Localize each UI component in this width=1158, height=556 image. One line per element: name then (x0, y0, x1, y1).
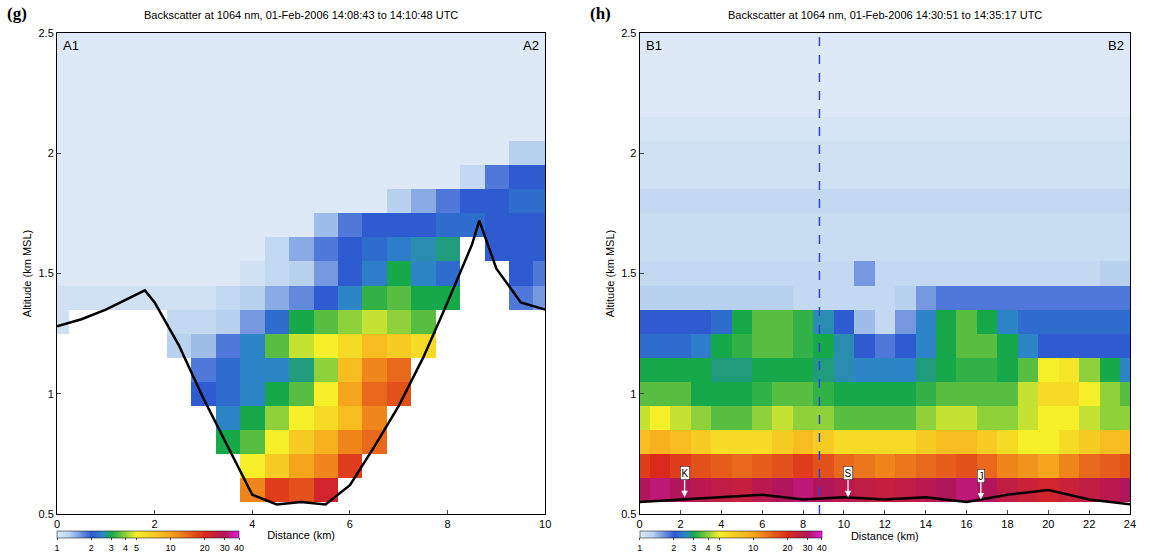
svg-text:30: 30 (802, 543, 812, 553)
svg-text:12: 12 (879, 518, 891, 530)
svg-text:2: 2 (89, 543, 94, 553)
svg-text:10: 10 (539, 518, 551, 530)
svg-text:(g): (g) (7, 4, 27, 23)
svg-text:40: 40 (234, 543, 244, 553)
svg-text:8: 8 (800, 518, 806, 530)
svg-text:2: 2 (152, 518, 158, 530)
svg-text:6: 6 (347, 518, 353, 530)
svg-text:1.5: 1.5 (39, 267, 54, 279)
svg-text:0: 0 (637, 518, 643, 530)
svg-text:Altitude (km MSL): Altitude (km MSL) (604, 230, 616, 317)
svg-text:4: 4 (706, 543, 711, 553)
svg-text:20: 20 (1042, 518, 1054, 530)
svg-text:Backscatter at 1064 nm, 01-Feb: Backscatter at 1064 nm, 01-Feb-2006 14:0… (144, 9, 458, 21)
svg-text:B1: B1 (646, 38, 662, 53)
svg-text:30: 30 (220, 543, 230, 553)
svg-text:10: 10 (838, 518, 850, 530)
svg-text:(h): (h) (590, 4, 611, 23)
svg-text:Distance (km): Distance (km) (851, 530, 919, 542)
svg-text:Altitude (km MSL): Altitude (km MSL) (21, 230, 33, 317)
svg-text:2: 2 (671, 543, 676, 553)
svg-text:1.5: 1.5 (621, 267, 636, 279)
svg-text:Backscatter at 1064 nm, 01-Feb: Backscatter at 1064 nm, 01-Feb-2006 14:3… (728, 9, 1042, 21)
svg-text:22: 22 (1083, 518, 1095, 530)
svg-text:6: 6 (759, 518, 765, 530)
svg-text:16: 16 (960, 518, 972, 530)
svg-text:0.5: 0.5 (621, 508, 636, 520)
svg-text:K: K (682, 468, 689, 479)
svg-text:3: 3 (109, 543, 114, 553)
svg-text:10: 10 (748, 543, 758, 553)
svg-text:0: 0 (54, 518, 60, 530)
svg-text:2: 2 (48, 147, 54, 159)
svg-text:18: 18 (1001, 518, 1013, 530)
svg-text:Distance (km): Distance (km) (267, 529, 335, 541)
svg-text:2.5: 2.5 (621, 27, 636, 39)
svg-text:2.5: 2.5 (39, 27, 54, 39)
svg-text:J: J (979, 471, 984, 482)
svg-text:5: 5 (717, 543, 722, 553)
svg-text:4: 4 (249, 518, 255, 530)
svg-text:2: 2 (677, 518, 683, 530)
svg-text:4: 4 (718, 518, 724, 530)
svg-text:20: 20 (782, 543, 792, 553)
svg-text:1: 1 (630, 388, 636, 400)
svg-text:24: 24 (1124, 518, 1136, 530)
svg-text:2: 2 (630, 147, 636, 159)
svg-text:10: 10 (166, 543, 176, 553)
svg-text:A2: A2 (523, 38, 539, 53)
svg-text:1: 1 (48, 388, 54, 400)
svg-text:B2: B2 (1108, 38, 1124, 53)
svg-text:8: 8 (445, 518, 451, 530)
svg-text:4: 4 (123, 543, 128, 553)
svg-text:5: 5 (134, 543, 139, 553)
svg-text:20: 20 (200, 543, 210, 553)
svg-text:40: 40 (817, 543, 827, 553)
svg-text:3: 3 (691, 543, 696, 553)
svg-text:1: 1 (54, 543, 59, 553)
svg-text:A1: A1 (63, 38, 79, 53)
svg-text:14: 14 (920, 518, 932, 530)
svg-text:S: S (845, 468, 852, 479)
svg-text:0.5: 0.5 (39, 508, 54, 520)
svg-text:1: 1 (637, 543, 642, 553)
